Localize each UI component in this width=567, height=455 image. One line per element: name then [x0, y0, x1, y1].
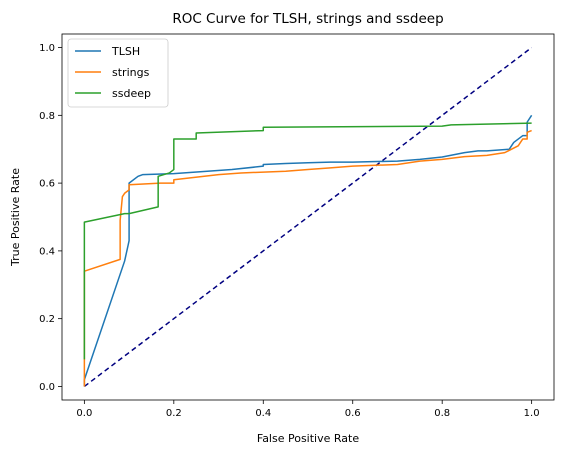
y-axis-label: True Positive Rate [9, 168, 22, 267]
chart-title: ROC Curve for TLSH, strings and ssdeep [172, 11, 443, 27]
reference-diagonal-line [83, 46, 533, 388]
legend-label: ssdeep [112, 87, 151, 100]
legend-box [67, 38, 169, 108]
y-tick-label: 0.2 [39, 314, 55, 325]
x-tick-label: 0.6 [345, 408, 361, 419]
legend-label: strings [112, 66, 150, 79]
x-tick-label: 0.8 [434, 408, 450, 419]
legend: TLSH strings ssdeep [67, 38, 169, 108]
y-tick-label: 0.8 [39, 111, 55, 122]
y-tick-label: 1.0 [39, 43, 55, 54]
x-tick-label: 0.2 [166, 408, 182, 419]
series-line-ssdeep [83, 122, 532, 360]
x-axis-label: False Positive Rate [257, 432, 359, 445]
y-tick-label: 0.4 [39, 246, 55, 257]
legend-label: TLSH [111, 45, 140, 58]
y-tick-label: 0.6 [39, 179, 55, 190]
plot-lines [83, 46, 533, 388]
x-tick-label: 1.0 [524, 408, 540, 419]
series-line-tlsh [83, 114, 533, 387]
x-tick-label: 0.4 [255, 408, 271, 419]
y-tick-label: 0.0 [39, 382, 55, 393]
x-axis: 0.0 0.2 0.4 0.6 0.8 1.0 [76, 400, 540, 419]
x-tick-label: 0.0 [76, 408, 92, 419]
y-axis: 0.0 0.2 0.4 0.6 0.8 1.0 [39, 43, 62, 393]
series-line-strings [83, 129, 532, 387]
